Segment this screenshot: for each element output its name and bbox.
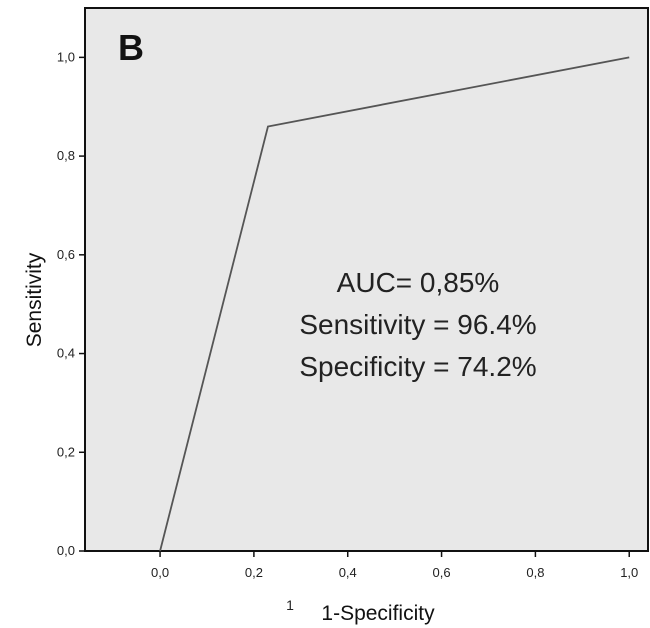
- specificity-annotation: Specificity = 74.2%: [299, 351, 536, 382]
- auc-annotation: AUC= 0,85%: [337, 267, 500, 298]
- x-axis-ticks: 0,0 0,2 0,4 0,6 0,8 1,0: [151, 551, 638, 580]
- y-tick-label: 0,2: [57, 444, 75, 459]
- y-tick-label: 1,0: [57, 49, 75, 64]
- y-axis-title: Sensitivity: [23, 252, 46, 347]
- y-tick-label: 0,8: [57, 148, 75, 163]
- y-tick-label: 0,6: [57, 247, 75, 262]
- y-tick-label: 0,0: [57, 543, 75, 558]
- x-tick-label: 0,8: [526, 565, 544, 580]
- roc-curve: [159, 56, 630, 552]
- x-tick-label: 0,4: [339, 565, 357, 580]
- x-axis-title: 1-Specificity: [321, 602, 435, 625]
- x-axis-stray-label: 1: [286, 597, 294, 613]
- x-tick-label: 0,0: [151, 565, 169, 580]
- x-tick-label: 1,0: [620, 565, 638, 580]
- x-tick-label: 0,6: [433, 565, 451, 580]
- y-axis-ticks: 0,0 0,2 0,4 0,6 0,8 1,0: [57, 49, 85, 558]
- y-tick-label: 0,4: [57, 346, 75, 361]
- x-tick-label: 0,2: [245, 565, 263, 580]
- sensitivity-annotation: Sensitivity = 96.4%: [299, 309, 536, 340]
- panel-label: B: [118, 27, 144, 68]
- plot-area: [84, 7, 649, 552]
